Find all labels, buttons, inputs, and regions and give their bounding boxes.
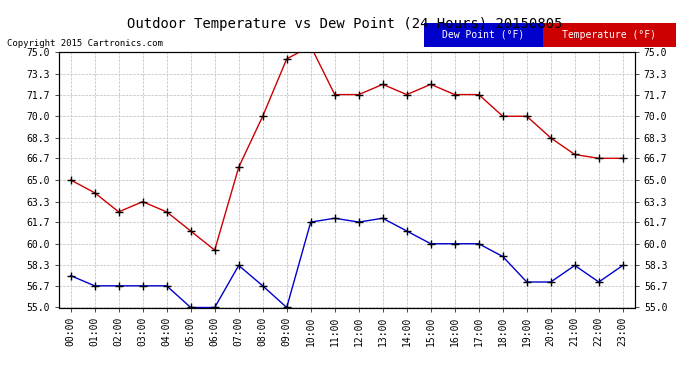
Bar xyxy=(424,22,543,47)
Text: Copyright 2015 Cartronics.com: Copyright 2015 Cartronics.com xyxy=(7,39,163,48)
Text: Outdoor Temperature vs Dew Point (24 Hours) 20150805: Outdoor Temperature vs Dew Point (24 Hou… xyxy=(127,17,563,31)
Text: Dew Point (°F): Dew Point (°F) xyxy=(442,30,524,40)
Bar xyxy=(543,22,676,47)
Text: Temperature (°F): Temperature (°F) xyxy=(562,30,656,40)
